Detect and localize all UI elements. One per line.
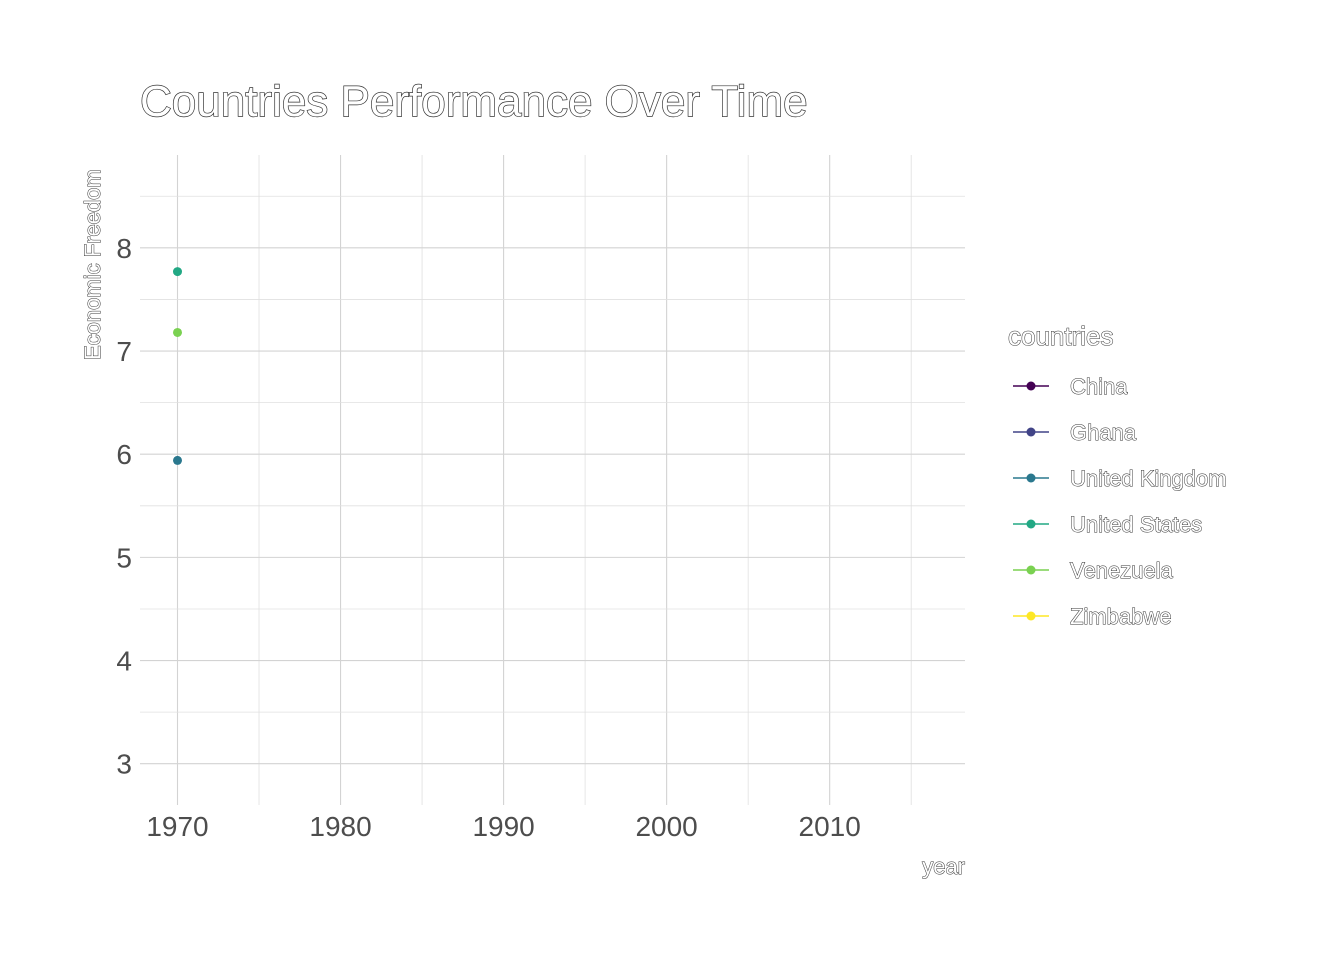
legend-key-point — [1026, 473, 1036, 483]
y-tick-label: 7 — [116, 336, 132, 367]
legend-item: United Kingdom — [1013, 466, 1227, 492]
legend-title: countries — [1008, 321, 1114, 351]
legend-label: Venezuela — [1070, 558, 1174, 583]
x-tick-label: 2000 — [635, 811, 697, 842]
y-tick-label: 6 — [116, 439, 132, 470]
x-axis-label: year — [922, 854, 965, 879]
x-tick-label: 1990 — [472, 811, 534, 842]
x-tick-label: 2010 — [799, 811, 861, 842]
legend-label: United States — [1070, 512, 1202, 537]
legend-label: Ghana — [1070, 420, 1137, 445]
legend-item: China — [1013, 374, 1129, 400]
plot-grid — [140, 155, 965, 805]
y-tick-label: 5 — [116, 542, 132, 573]
x-tick-label: 1980 — [309, 811, 371, 842]
y-tick-label: 3 — [116, 749, 132, 780]
y-axis-ticks: 3 4 5 6 7 8 — [116, 233, 132, 780]
y-tick-label: 8 — [116, 233, 132, 264]
data-points — [173, 267, 182, 465]
legend-key-point — [1026, 427, 1036, 437]
legend-key-point — [1026, 519, 1036, 529]
legend-items: China Ghana United Kingdom United States Ven… — [1013, 374, 1227, 630]
legend: countries China Ghana United Kingdom United… — [1008, 321, 1228, 630]
chart-title: Countries Performance Over Time — [140, 77, 808, 126]
x-tick-label: 1970 — [146, 811, 208, 842]
legend-key-point — [1026, 381, 1036, 391]
legend-label: United Kingdom — [1070, 466, 1227, 491]
data-point — [173, 267, 182, 277]
legend-label: China — [1070, 374, 1128, 399]
legend-key-point — [1026, 565, 1036, 575]
data-point — [173, 327, 182, 337]
x-axis-ticks: 1970 1980 1990 2000 2010 — [146, 811, 860, 842]
legend-item: Ghana — [1013, 420, 1137, 446]
legend-item: United States — [1013, 512, 1203, 538]
data-point — [173, 455, 182, 465]
legend-item: Venezuela — [1013, 558, 1174, 584]
legend-key-point — [1026, 611, 1036, 621]
y-tick-label: 4 — [116, 646, 132, 677]
legend-label: Zimbabwe — [1070, 604, 1171, 629]
y-axis-label: Economic Freedom — [80, 169, 105, 360]
legend-item: Zimbabwe — [1013, 604, 1172, 630]
